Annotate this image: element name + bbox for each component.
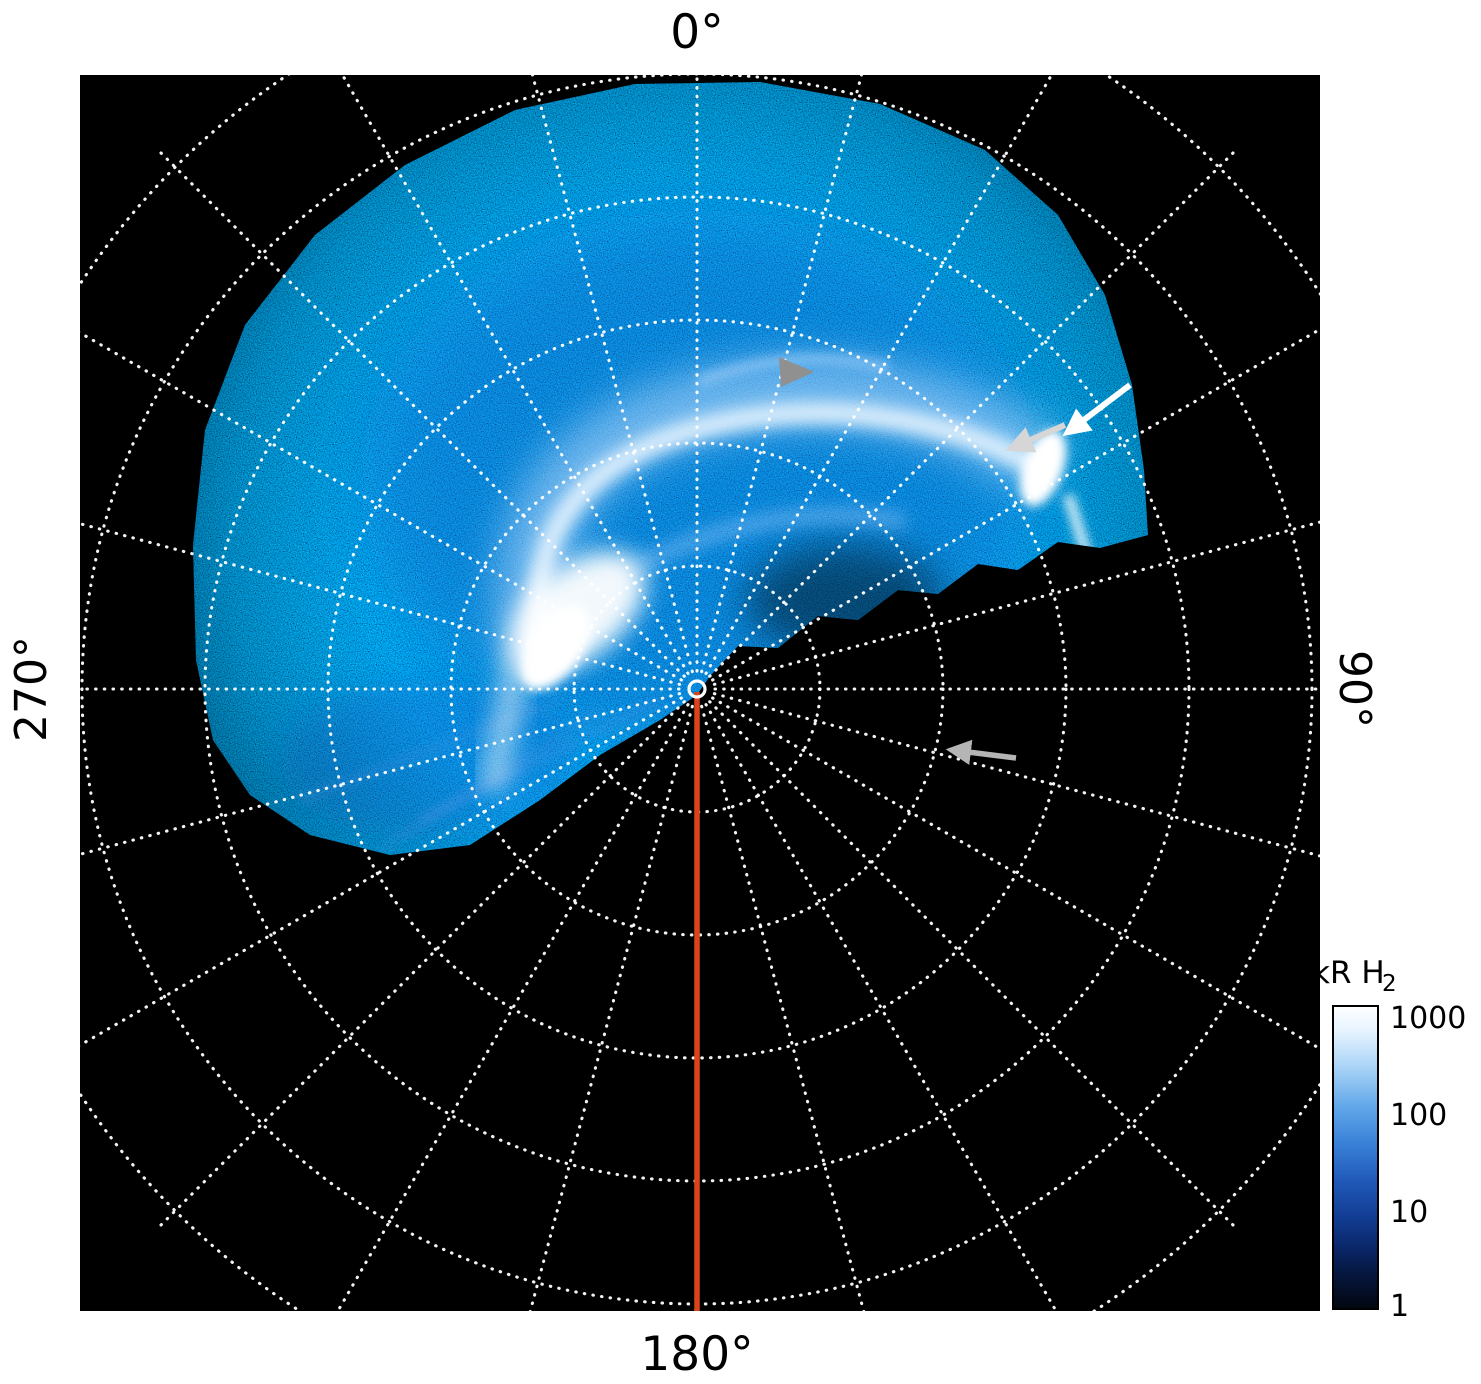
colorbar-tick-100: 100 — [1390, 1098, 1447, 1133]
grid-spoke — [708, 700, 1236, 1228]
grid-spoke — [700, 75, 864, 674]
white-arrow — [1062, 382, 1132, 437]
grid-spoke — [708, 150, 1236, 678]
colorbar-tick-1000: 1000 — [1390, 1001, 1466, 1036]
grid-spoke — [336, 703, 690, 1311]
grid-spoke — [80, 330, 683, 682]
colorbar-title-subscript: 2 — [1382, 971, 1397, 997]
grid-spoke — [530, 75, 694, 674]
label-90deg: 90° — [1329, 650, 1380, 728]
label-180deg: 180° — [640, 1327, 753, 1382]
bright-blob-left-core — [520, 605, 590, 691]
grid-spoke — [340, 75, 690, 675]
grid-spoke — [700, 704, 866, 1311]
grid-spoke — [712, 520, 1320, 686]
grid-spoke — [712, 692, 1320, 858]
colorbar-tick-10: 10 — [1390, 1195, 1428, 1230]
grid-spoke — [711, 327, 1320, 682]
grid-spoke — [80, 696, 683, 1048]
grid-ring — [326, 318, 1068, 1060]
gray-arrowhead — [779, 357, 814, 387]
label-270deg: 270° — [6, 636, 57, 742]
grid-spoke — [80, 692, 682, 856]
colorbar-tick-1: 1 — [1390, 1289, 1409, 1324]
grid-spoke — [158, 700, 686, 1228]
center-marker — [687, 679, 707, 699]
gray-arrow-upper — [1005, 422, 1067, 453]
colorbar-title: kR H — [1312, 955, 1385, 991]
grid-spoke — [80, 522, 682, 686]
bright-streak-left — [479, 647, 533, 793]
colorbar-gradient — [1332, 1005, 1379, 1310]
colorbar: kR H 2 1000 100 10 1 — [1312, 955, 1466, 1324]
grid-spoke — [704, 75, 1054, 675]
gray-arrow-lower — [945, 739, 1017, 765]
poleward-faint-arc — [695, 353, 890, 388]
label-0deg: 0° — [670, 5, 723, 60]
auroral-oval-arc — [527, 402, 1046, 653]
grid-spoke — [528, 704, 694, 1311]
auroral-oval-glow — [495, 357, 1067, 663]
grid-spoke — [704, 703, 1058, 1311]
grid-spoke — [711, 696, 1320, 1051]
grid-spoke — [158, 150, 686, 678]
